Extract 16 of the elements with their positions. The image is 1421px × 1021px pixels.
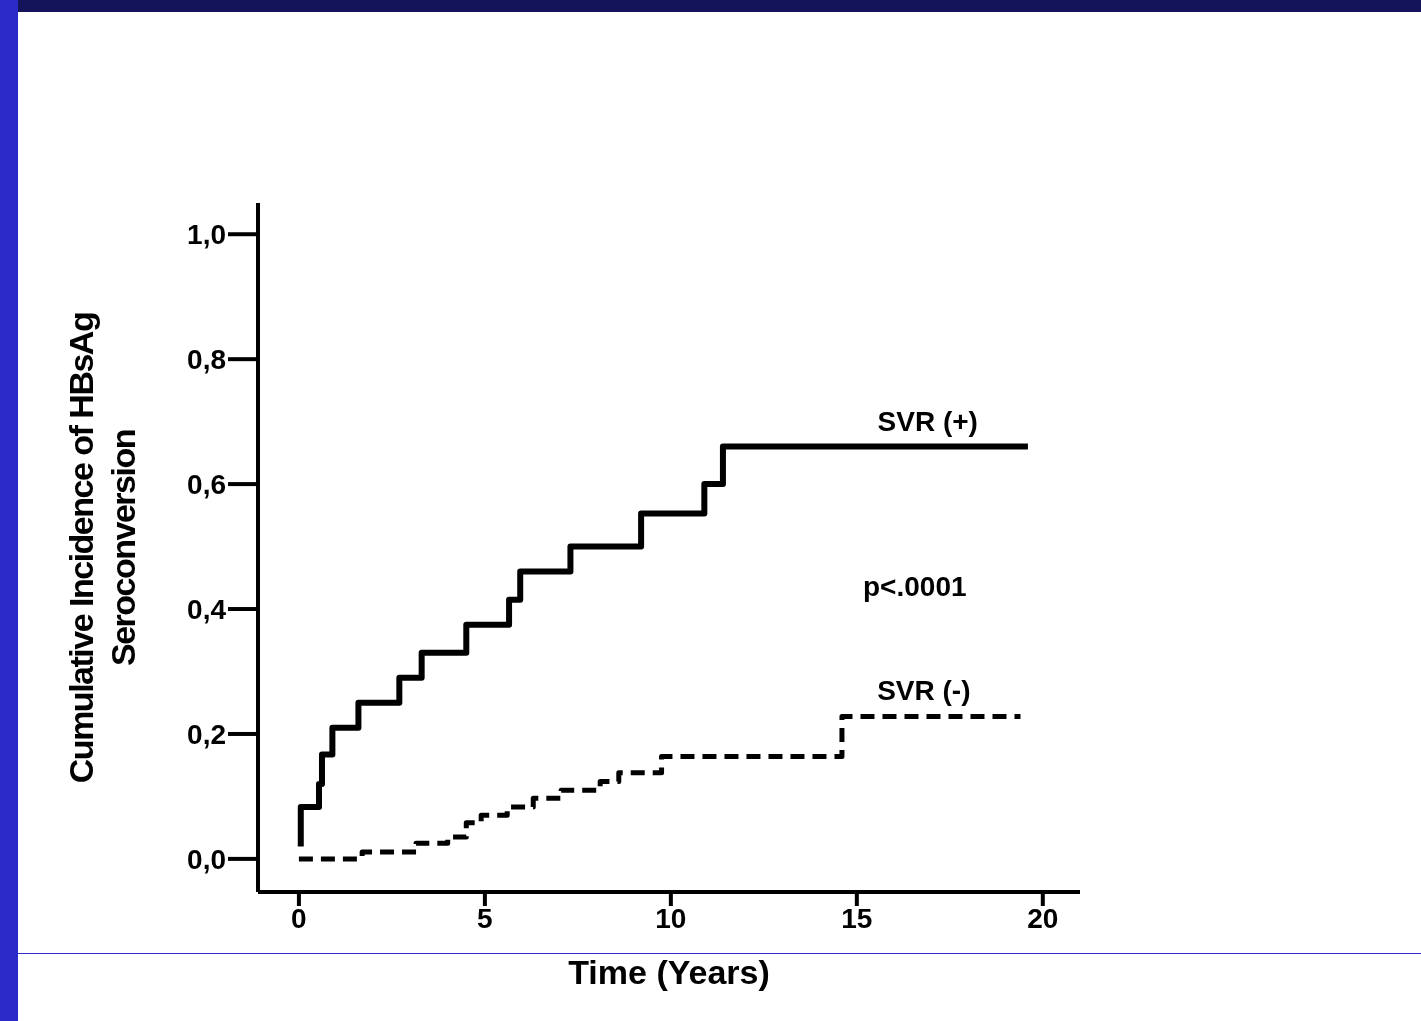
x-tick-label: 5: [477, 902, 493, 934]
series-label: SVR (+): [877, 405, 978, 437]
y-tick-label: 1,0: [187, 219, 226, 251]
x-tick-label: 10: [655, 902, 687, 934]
y-tick-label: 0,8: [187, 344, 226, 376]
x-tick-label: 0: [291, 902, 307, 934]
annotation: p<.0001: [863, 571, 967, 603]
y-tick-label: 0,6: [187, 469, 226, 501]
x-tick-label: 20: [1027, 902, 1059, 934]
x-axis-title: Time (Years): [568, 953, 770, 991]
y-axis-title: Cumulative Incidence of HBsAg Seroconversion: [61, 311, 142, 786]
series-label: SVR (-): [877, 675, 971, 707]
y-tick-label: 0,2: [187, 718, 226, 750]
y-tick-label: 0,0: [187, 843, 226, 875]
y-tick-label: 0,4: [187, 593, 227, 625]
x-tick-label: 15: [841, 902, 873, 934]
